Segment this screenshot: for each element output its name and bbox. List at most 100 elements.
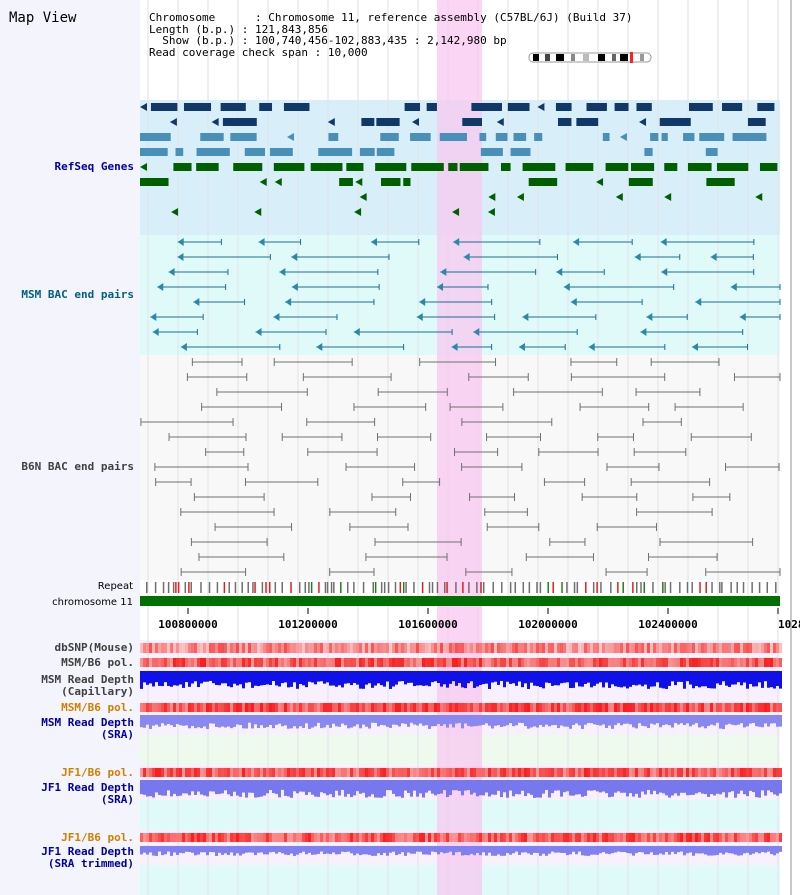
depth-bar bbox=[338, 671, 341, 686]
msm-depth-sra-label[interactable]: MSM Read Depth bbox=[41, 716, 134, 729]
heatmap-cell bbox=[350, 643, 353, 653]
selected-region-highlight[interactable] bbox=[437, 0, 482, 895]
jf1-b6-pol-track-label[interactable]: JF1/B6 pol. bbox=[61, 766, 134, 779]
b6n-bac-end-pairs-track[interactable] bbox=[140, 358, 781, 576]
heatmap-cell bbox=[404, 658, 407, 667]
chromosome-bar[interactable] bbox=[140, 596, 780, 606]
depth-bar bbox=[152, 715, 155, 726]
depth-bar bbox=[731, 846, 734, 854]
read-depth-tracks[interactable] bbox=[140, 671, 782, 856]
depth-bar bbox=[578, 715, 581, 726]
polymorphism-heatmap-tracks[interactable] bbox=[140, 643, 782, 842]
heatmap-cell bbox=[494, 768, 497, 777]
chromosome-ideogram[interactable] bbox=[528, 52, 652, 63]
heatmap-cell bbox=[350, 833, 353, 842]
depth-bar bbox=[140, 846, 143, 855]
heatmap-cell bbox=[566, 833, 569, 842]
msm-depth-capillary-label[interactable]: MSM Read Depth bbox=[41, 673, 134, 686]
depth-bar bbox=[227, 846, 230, 856]
repeat-element bbox=[528, 582, 531, 593]
depth-bar bbox=[233, 846, 236, 856]
depth-bar bbox=[269, 671, 272, 685]
bac-end-marker bbox=[692, 343, 699, 351]
heatmap-cell bbox=[452, 658, 455, 667]
b6n-bac-track-label[interactable]: B6N BAC end pairs bbox=[21, 460, 134, 473]
gene-feature bbox=[410, 133, 431, 141]
depth-bar bbox=[386, 671, 389, 682]
depth-bar bbox=[755, 715, 758, 727]
depth-bar bbox=[338, 780, 341, 796]
depth-bar bbox=[209, 715, 212, 724]
depth-bar bbox=[299, 715, 302, 727]
depth-bar bbox=[554, 780, 557, 791]
gene-feature bbox=[507, 103, 530, 111]
msm-bac-end-pairs-track[interactable] bbox=[150, 238, 781, 351]
depth-bar bbox=[587, 715, 590, 723]
heatmap-cell bbox=[428, 768, 431, 777]
heatmap-cell bbox=[626, 658, 629, 667]
depth-bar bbox=[419, 780, 422, 794]
heatmap-cell bbox=[551, 703, 554, 712]
heatmap-cell bbox=[419, 833, 422, 842]
depth-bar bbox=[233, 715, 236, 728]
chromosome-track-label[interactable]: chromosome 11 bbox=[52, 597, 133, 608]
msm-b6-pol-2-track-label[interactable]: MSM/B6 pol. bbox=[61, 701, 134, 714]
heatmap-cell bbox=[392, 658, 395, 667]
repeat-track[interactable] bbox=[146, 582, 777, 593]
heatmap-cell bbox=[197, 768, 200, 777]
jf1-depth-trimmed-label[interactable]: JF1 Read Depth bbox=[41, 845, 134, 858]
depth-bar bbox=[446, 715, 449, 728]
heatmap-cell bbox=[266, 643, 269, 653]
heatmap-cell bbox=[350, 658, 353, 667]
depth-bar bbox=[482, 780, 485, 796]
heatmap-cell bbox=[584, 768, 587, 777]
heatmap-cell bbox=[266, 703, 269, 712]
depth-bar bbox=[398, 846, 401, 855]
heatmap-cell bbox=[539, 768, 542, 777]
heatmap-cell bbox=[395, 643, 398, 653]
depth-bar bbox=[707, 715, 710, 726]
repeat-track-label[interactable]: Repeat bbox=[97, 581, 133, 592]
jf1-depth-sra-label[interactable]: JF1 Read Depth bbox=[41, 781, 134, 794]
depth-bar bbox=[584, 671, 587, 684]
heatmap-cell bbox=[611, 643, 614, 653]
depth-bar bbox=[617, 715, 620, 724]
msm-bac-track-label[interactable]: MSM BAC end pairs bbox=[21, 288, 134, 301]
depth-bar bbox=[293, 780, 296, 792]
ideogram-band bbox=[556, 54, 564, 61]
depth-bar bbox=[293, 671, 296, 683]
heatmap-cell bbox=[719, 768, 722, 777]
heatmap-cell bbox=[650, 658, 653, 667]
depth-bar bbox=[392, 846, 395, 852]
depth-bar bbox=[596, 715, 599, 725]
heatmap-cell bbox=[485, 643, 488, 653]
heatmap-cell bbox=[371, 768, 374, 777]
bac-end-marker bbox=[573, 238, 580, 246]
heatmap-cell bbox=[143, 658, 146, 667]
heatmap-cell bbox=[290, 658, 293, 667]
depth-bar bbox=[509, 846, 512, 855]
heatmap-cell bbox=[305, 833, 308, 842]
depth-bar bbox=[677, 671, 680, 682]
heatmap-cell bbox=[668, 643, 671, 653]
jf1-b6-pol-2-track-label[interactable]: JF1/B6 pol. bbox=[61, 831, 134, 844]
depth-bar bbox=[248, 715, 251, 723]
refseq-genes-track[interactable] bbox=[140, 103, 778, 216]
depth-bar bbox=[755, 846, 758, 853]
heatmap-cell bbox=[275, 768, 278, 777]
depth-bar bbox=[572, 780, 575, 796]
heatmap-cell bbox=[191, 643, 194, 653]
depth-bar bbox=[623, 671, 626, 687]
heatmap-cell bbox=[152, 833, 155, 842]
heatmap-cell bbox=[692, 658, 695, 667]
dbsnp-track-label[interactable]: dbSNP(Mouse) bbox=[54, 641, 134, 654]
heatmap-cell bbox=[656, 658, 659, 667]
depth-bar bbox=[392, 671, 395, 687]
refseq-track-label[interactable]: RefSeq Genes bbox=[54, 160, 134, 173]
msm-b6-pol-track-label[interactable]: MSM/B6 pol. bbox=[61, 656, 134, 669]
depth-bar bbox=[653, 671, 656, 687]
depth-bar bbox=[230, 715, 233, 729]
heatmap-cell bbox=[728, 703, 731, 712]
depth-bar bbox=[764, 780, 767, 796]
gene-strand-arrow bbox=[355, 178, 363, 186]
